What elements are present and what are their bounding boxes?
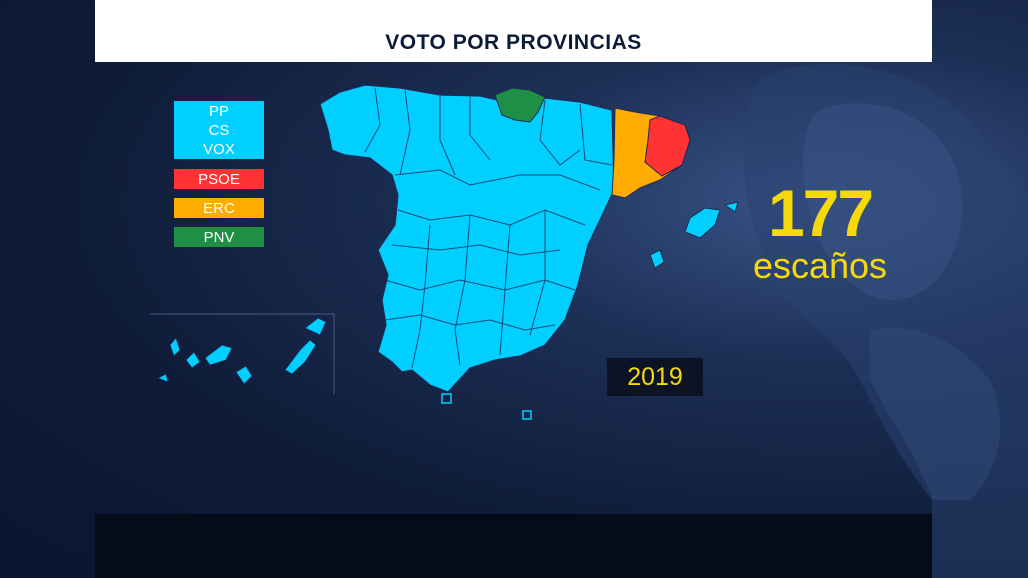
legend-pnv: PNV — [174, 227, 264, 247]
province-borders — [364, 87, 613, 369]
pnv-region — [494, 87, 546, 123]
legend-label-cs: CS — [208, 121, 230, 139]
balearic-islands — [649, 201, 739, 269]
legend-label-erc: ERC — [203, 199, 235, 217]
seats-counter: 177 escaños — [735, 180, 905, 286]
year-badge: 2019 — [607, 358, 703, 396]
title-bar: VOTO POR PROVINCIAS — [95, 0, 932, 62]
melilla-marker — [522, 410, 532, 420]
legend-label-psoe: PSOE — [198, 170, 240, 188]
page-title: VOTO POR PROVINCIAS — [385, 31, 642, 54]
peninsula-region — [319, 84, 615, 393]
year-label: 2019 — [627, 362, 683, 391]
ceuta-marker — [441, 393, 452, 404]
seats-label: escaños — [752, 245, 888, 286]
legend-label-pp: PP — [208, 102, 229, 120]
psoe-region — [644, 115, 691, 177]
seats-number: 177 — [767, 176, 874, 250]
legend-label-pnv: PNV — [203, 228, 235, 246]
legend-psoe: PSOE — [174, 169, 264, 189]
legend-pp-cs-vox: PP CS VOX — [174, 101, 264, 159]
legend-label-vox: VOX — [203, 140, 235, 158]
bottom-bar — [95, 514, 932, 578]
canary-inset-frame — [150, 313, 335, 394]
legend-erc: ERC — [174, 198, 264, 218]
canary-islands — [157, 317, 327, 385]
